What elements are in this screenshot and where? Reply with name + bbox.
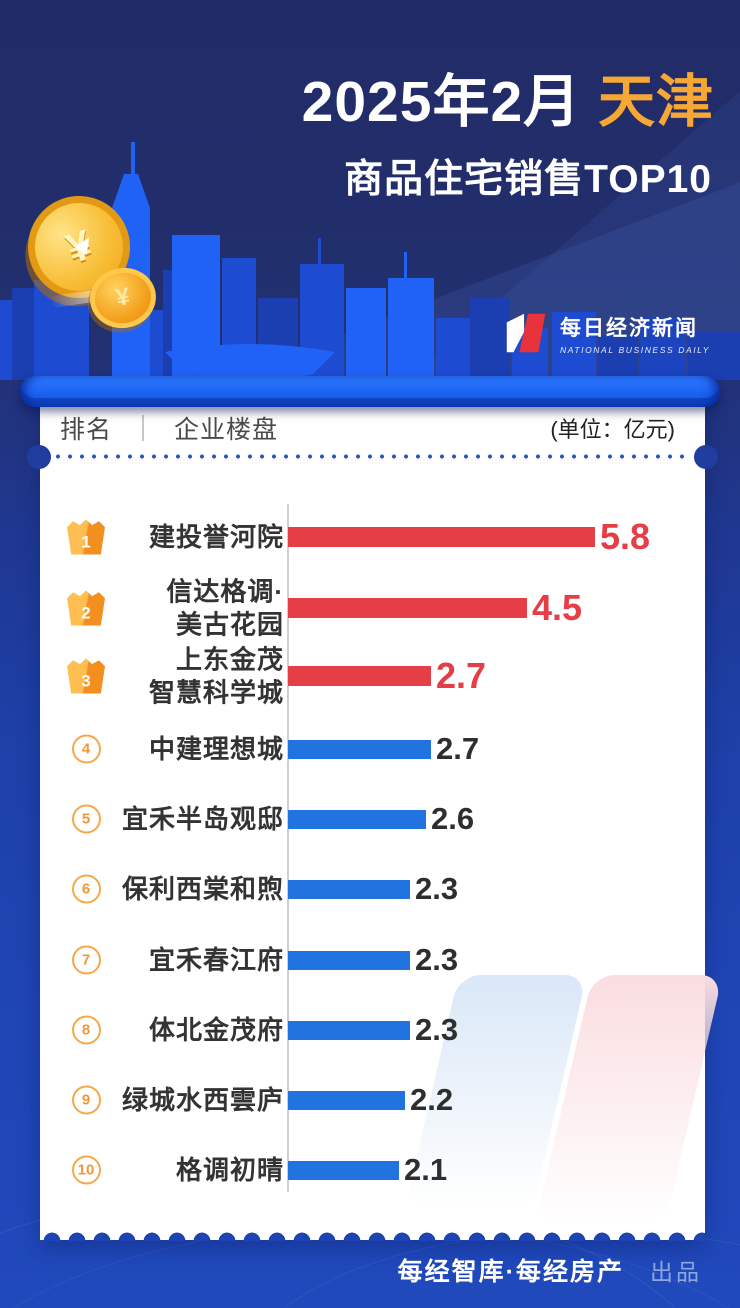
value-bar	[288, 950, 410, 970]
chart-row: 6 保利西棠和煦 2.3	[40, 854, 705, 924]
rank-number: 8	[81, 1021, 91, 1039]
value-label: 2.3	[415, 871, 459, 906]
nbd-logo-mark-icon	[506, 313, 546, 353]
header-divider	[142, 415, 145, 441]
circle-rank-icon: 8	[71, 1015, 101, 1045]
value-label: 5.8	[600, 516, 651, 557]
rank-number: 3	[81, 671, 91, 691]
rank-number: 1	[81, 532, 91, 552]
rank-number: 4	[81, 740, 91, 758]
project-label: 建投誉河院	[148, 521, 284, 552]
project-label: 宜禾半岛观邸	[121, 803, 284, 834]
chart-axis-line	[287, 504, 289, 1192]
circle-rank-icon: 4	[71, 734, 101, 764]
rank-number: 5	[81, 810, 91, 828]
rank-badge: 9	[66, 1085, 106, 1115]
chart-row: 3 上东金茂 智慧科学城 2.7	[40, 641, 705, 711]
circle-rank-icon: 10	[71, 1155, 101, 1185]
value-label: 2.6	[431, 801, 475, 836]
chart-row: 2 信达格调· 美古花园 4.5	[40, 573, 705, 643]
chart-row: 5 宜禾半岛观邸 2.6	[40, 784, 705, 854]
logo-name-cn: 每日经济新闻	[559, 316, 698, 340]
chart-row: 7 宜禾春江府 2.3	[40, 925, 705, 995]
project-label: 体北金茂府	[148, 1014, 284, 1045]
ranking-card: 排名 企业楼盘 (单位：亿元) 1 建投誉河院 5.8 2 信达格调· 美古花园…	[27, 392, 723, 1241]
rank-badge: 1	[66, 519, 106, 555]
project-label: 格调初晴	[175, 1154, 284, 1185]
value-bar	[288, 1020, 410, 1040]
rank-number: 10	[77, 1161, 95, 1179]
circle-rank-icon: 5	[71, 804, 101, 834]
circle-rank-icon: 6	[71, 874, 101, 904]
rank-number: 2	[81, 603, 91, 623]
project-column-header: 企业楼盘	[174, 416, 279, 444]
rank-number: 7	[81, 951, 91, 969]
value-label: 2.2	[410, 1082, 454, 1117]
rank-badge: 2	[66, 590, 106, 626]
value-label: 2.1	[404, 1152, 448, 1187]
rank-column-header: 排名	[60, 416, 113, 444]
value-bar	[288, 879, 410, 899]
chart-row: 10 格调初晴 2.1	[40, 1135, 705, 1205]
producer-suffix: 出品	[650, 1259, 702, 1285]
page-subtitle: 商品住宅销售TOP10	[344, 158, 712, 201]
crown-icon: 2	[67, 590, 105, 626]
rank-badge: 6	[66, 874, 106, 904]
circle-rank-icon: 9	[71, 1085, 101, 1115]
project-label: 保利西棠和煦	[121, 873, 284, 904]
value-bar	[288, 809, 426, 829]
value-label: 2.7	[436, 731, 480, 766]
value-label: 2.7	[436, 655, 487, 696]
crown-icon: 1	[67, 519, 105, 555]
value-label: 2.3	[415, 1012, 459, 1047]
value-bar	[288, 666, 431, 686]
title-date: 2025年2月	[301, 70, 598, 134]
chart-row: 9 绿城水西雲庐 2.2	[40, 1065, 705, 1135]
yen-symbol: ¥	[113, 283, 132, 312]
unit-note: (单位：亿元)	[550, 417, 675, 442]
rank-badge: 3	[66, 658, 106, 694]
card-top-roll-bar	[20, 376, 720, 407]
project-label: 中建理想城	[148, 733, 284, 764]
chart-row: 1 建投誉河院 5.8	[40, 502, 705, 572]
logo-name-en: NATIONAL BUSINESS DAILY	[559, 344, 710, 355]
title-city: 天津	[598, 70, 714, 134]
value-bar	[288, 739, 431, 759]
crown-icon: 3	[67, 658, 105, 694]
value-label: 4.5	[532, 587, 583, 628]
ticket-notch-right	[694, 445, 718, 469]
value-label: 2.3	[415, 942, 459, 977]
footer: 每经智库·每经房产 出品	[398, 1252, 702, 1288]
ticket-notch-left	[27, 445, 51, 469]
chart-row: 4 中建理想城 2.7	[40, 714, 705, 784]
rank-number: 9	[81, 1091, 91, 1109]
rank-badge: 5	[66, 804, 106, 834]
circle-rank-icon: 7	[71, 945, 101, 975]
rank-badge: 10	[66, 1155, 106, 1185]
dotted-separator	[54, 454, 691, 459]
value-bar	[288, 598, 527, 618]
rank-badge: 8	[66, 1015, 106, 1045]
project-label: 宜禾春江府	[148, 944, 284, 975]
page-title: 2025年2月 天津	[302, 56, 714, 138]
project-label: 上东金茂 智慧科学城	[148, 644, 284, 708]
table-header: 排名 企业楼盘 (单位：亿元)	[60, 410, 675, 446]
rank-badge: 7	[66, 945, 106, 975]
chart-row: 8 体北金茂府 2.3	[40, 995, 705, 1065]
rank-badge: 4	[66, 734, 106, 764]
value-bar	[288, 527, 595, 547]
card-scalloped-edge	[40, 1226, 705, 1241]
nbd-logo-text: 每日经济新闻 NATIONAL BUSINESS DAILY	[560, 312, 710, 355]
value-bar	[288, 1160, 399, 1180]
project-label: 绿城水西雲庐	[121, 1084, 284, 1115]
producer-label: 每经智库·每经房产	[397, 1258, 624, 1286]
project-label: 信达格调· 美古花园	[166, 576, 284, 640]
rank-number: 6	[81, 880, 91, 898]
value-bar	[288, 1090, 405, 1110]
nbd-logo: 每日经济新闻 NATIONAL BUSINESS DAILY	[501, 310, 710, 356]
